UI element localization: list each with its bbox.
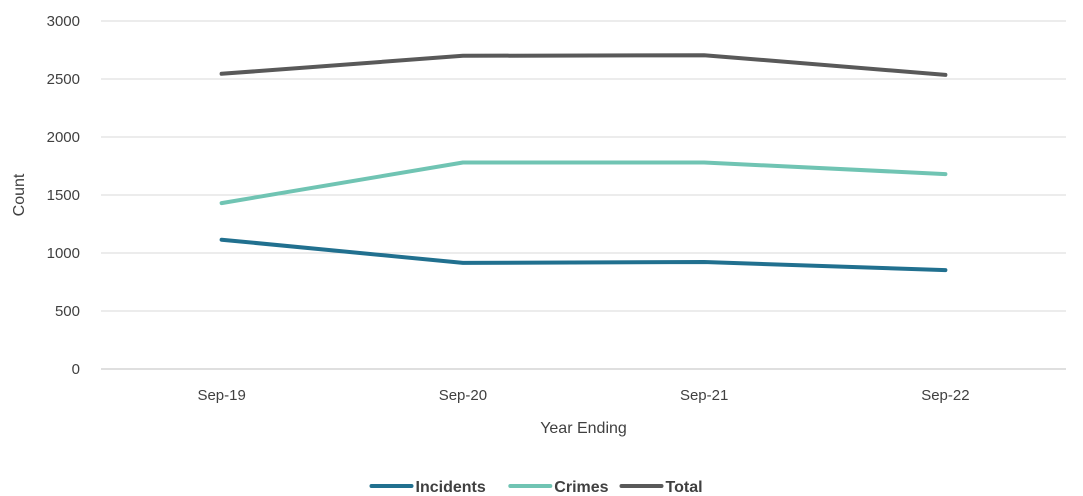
y-tick-label: 500 bbox=[55, 303, 80, 320]
x-tick-label: Sep-20 bbox=[439, 387, 487, 404]
x-tick-label: Sep-21 bbox=[680, 387, 728, 404]
y-tick-label: 1000 bbox=[47, 245, 80, 262]
series-lines bbox=[219, 53, 948, 273]
y-tick-label: 2500 bbox=[47, 71, 80, 88]
legend-item-crimes: Crimes bbox=[508, 479, 609, 496]
y-axis-title: Count bbox=[11, 173, 28, 216]
y-tick-label: 1500 bbox=[47, 187, 80, 204]
legend-item-incidents: Incidents bbox=[369, 479, 486, 496]
legend: Incidents Crimes Total bbox=[369, 479, 703, 496]
legend-label: Incidents bbox=[416, 479, 486, 496]
series-line-total bbox=[219, 53, 948, 77]
y-tick-label: 0 bbox=[72, 361, 80, 378]
y-tick-label: 3000 bbox=[47, 13, 80, 30]
x-axis-title: Year Ending bbox=[540, 420, 627, 437]
legend-label: Crimes bbox=[554, 479, 608, 496]
x-axis-tick-labels: Sep-19 Sep-20 Sep-21 Sep-22 bbox=[197, 387, 969, 404]
series-line-incidents bbox=[219, 237, 948, 273]
legend-item-total: Total bbox=[619, 479, 703, 496]
series-line-crimes bbox=[219, 160, 948, 206]
x-tick-label: Sep-19 bbox=[197, 387, 245, 404]
y-tick-label: 2000 bbox=[47, 129, 80, 146]
y-axis-tick-labels: 0 500 1000 1500 2000 2500 3000 bbox=[47, 13, 80, 378]
legend-label: Total bbox=[666, 479, 703, 496]
x-tick-label: Sep-22 bbox=[921, 387, 969, 404]
